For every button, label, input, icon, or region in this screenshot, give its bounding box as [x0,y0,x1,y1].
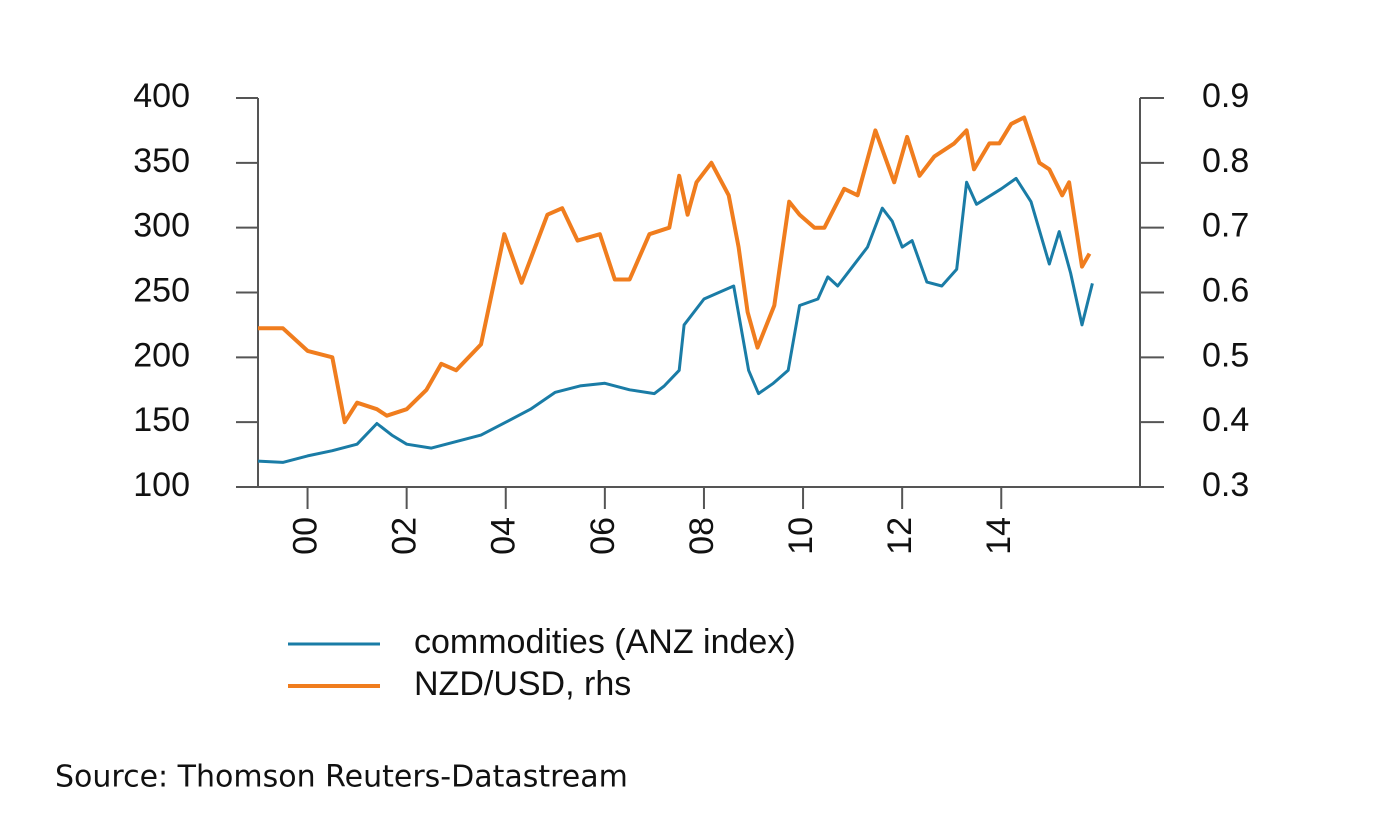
y-tick-label: 150 [133,401,190,439]
x-tick-label: 06 [584,517,622,555]
y-tick-label: 400 [133,77,190,115]
x-tick-label: 00 [287,517,325,555]
y-tick-label: 100 [133,466,190,504]
source: Source: Thomson Reuters-Datastream [55,760,628,795]
x-tick-label: 08 [683,517,721,555]
x-tick-label: 12 [881,517,919,555]
y2-tick-label: 0.4 [1202,401,1249,439]
y2-tick-label: 0.8 [1202,142,1249,180]
legend-label: commodities (ANZ index) [414,623,796,661]
x-tick-label: 04 [485,517,523,555]
legend-label: NZD/USD, rhs [414,665,631,703]
y-tick-label: 300 [133,207,190,245]
x-tick-label: 10 [782,517,820,555]
y-tick-label: 250 [133,271,190,309]
series-line [257,176,1094,464]
y2-tick-label: 0.5 [1202,336,1249,374]
x-tick-label: 02 [386,517,424,555]
y2-tick-label: 0.9 [1202,77,1249,115]
y2-tick-label: 0.3 [1202,466,1249,504]
y2-tick-label: 0.7 [1202,207,1249,245]
y2-tick-label: 0.6 [1202,271,1249,309]
y-tick-label: 200 [133,336,190,374]
y-tick-label: 350 [133,142,190,180]
x-tick-label: 14 [980,517,1018,555]
series-line [258,115,1092,425]
